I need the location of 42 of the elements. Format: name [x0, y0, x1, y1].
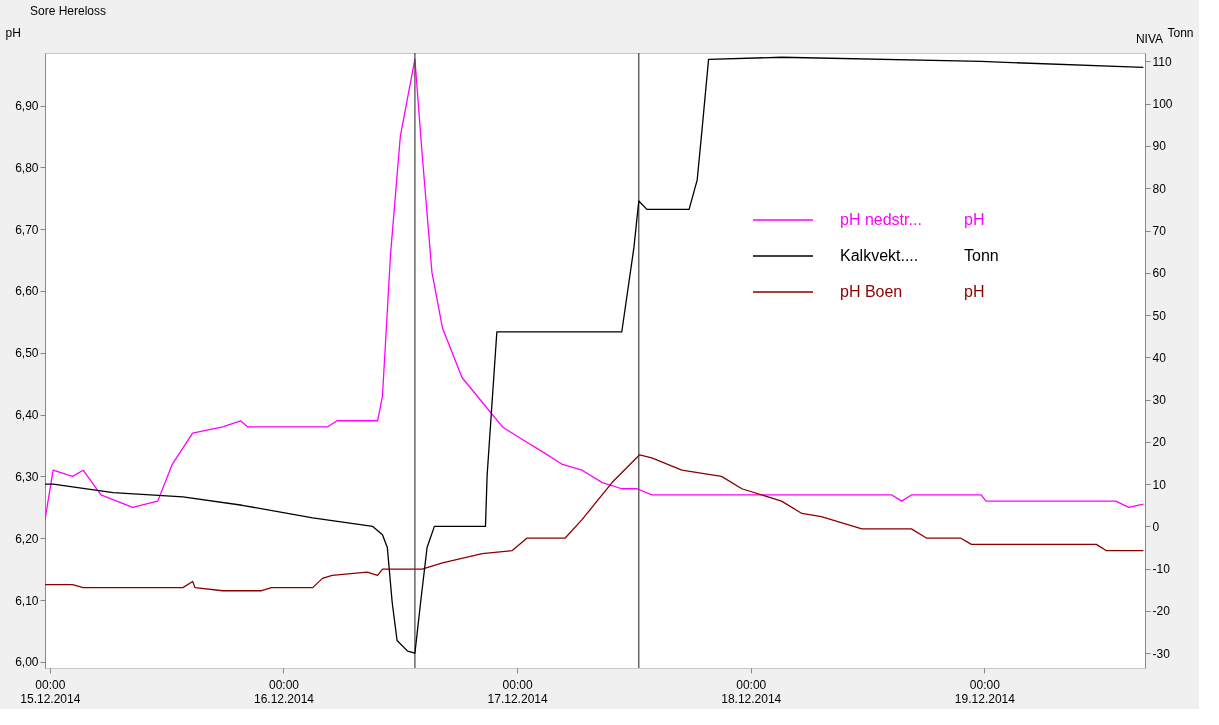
y2-tick-label: -30 [1152, 646, 1171, 661]
y2-tick-label: 60 [1152, 266, 1167, 281]
y-tick-label: 6,20 [15, 531, 39, 546]
y-tick-label: 6,10 [15, 593, 39, 608]
legend-label: pH nedstr... [840, 211, 922, 228]
y-tick-label: 6,00 [15, 655, 39, 670]
legend-label: Kalkvekt.... [840, 247, 919, 264]
annotation: Tonn [964, 247, 999, 264]
y2-tick-label: -20 [1152, 604, 1171, 619]
y2-tick-label: 0 [1152, 519, 1160, 534]
y2-tick-label: 100 [1152, 97, 1173, 112]
y-axis-title: pH [5, 25, 21, 40]
y2-tick-label: 90 [1152, 139, 1167, 154]
annotation: pH [964, 283, 985, 300]
y-tick-label: 6,90 [15, 99, 39, 114]
y-tick-label: 6,60 [15, 284, 39, 299]
y2-tick-label: -10 [1152, 562, 1171, 577]
y2-tick-label: 10 [1152, 477, 1167, 492]
y-tick-label: 6,30 [15, 469, 39, 484]
y2-tick-label: 40 [1152, 350, 1167, 365]
y2-tick-label: 70 [1152, 224, 1167, 239]
y-tick-label: 6,50 [15, 346, 39, 361]
y2-tick-label: 50 [1152, 308, 1167, 323]
x-tick-label: 00:00 19.12.2014 [954, 677, 1016, 706]
y2-tick-label: 30 [1152, 393, 1167, 408]
x-tick-label: 00:00 17.12.2014 [487, 677, 548, 706]
x-tick-label: 00:00 18.12.2014 [721, 677, 782, 706]
y2-tick-label: 20 [1152, 435, 1167, 450]
y-tick-label: 6,80 [15, 160, 39, 175]
legend-label: pH Boen [840, 283, 903, 300]
y2-tick-label: 80 [1152, 181, 1167, 196]
y2-axis-title: Tonn [1167, 25, 1194, 40]
annotation: pH [964, 211, 985, 228]
y2-tick-label: 110 [1152, 54, 1172, 69]
x-tick-label: 00:00 16.12.2014 [253, 677, 315, 706]
line-series [45, 56, 1145, 654]
text: NIVA [1135, 32, 1163, 46]
line-series [45, 454, 1145, 592]
y-tick-label: 6,40 [15, 408, 39, 423]
x-tick-label: 00:00 15.12.2014 [20, 677, 81, 706]
y-tick-label: 6,70 [15, 222, 39, 237]
chart-title: Sore Hereloss [30, 4, 107, 18]
